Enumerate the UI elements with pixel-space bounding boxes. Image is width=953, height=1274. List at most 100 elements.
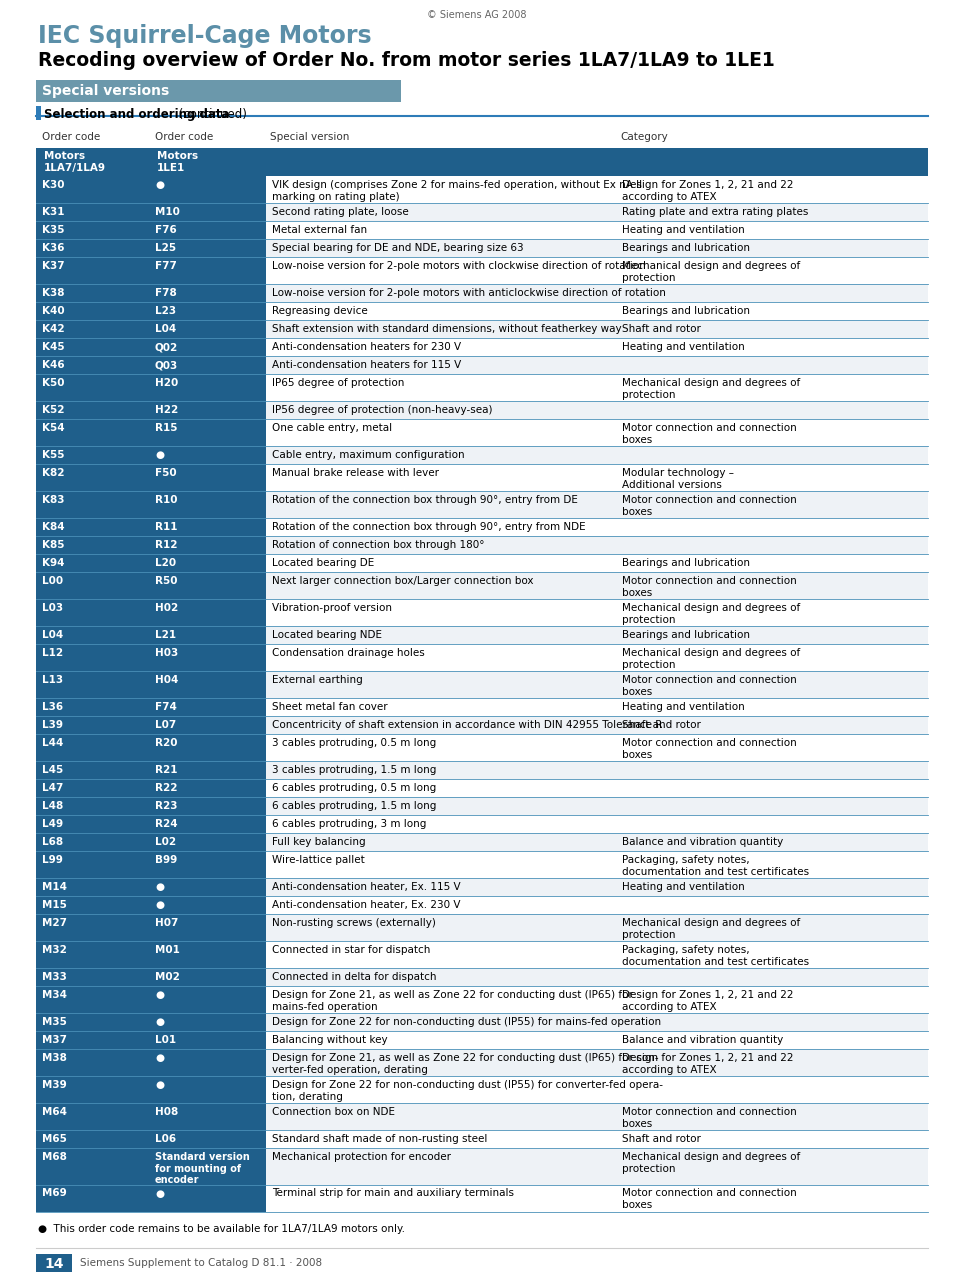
- Bar: [152, 833, 266, 851]
- Text: Next larger connection box/Larger connection box: Next larger connection box/Larger connec…: [272, 576, 533, 586]
- Bar: [152, 671, 266, 698]
- Bar: [152, 716, 266, 734]
- Text: M68: M68: [42, 1152, 67, 1162]
- Text: L23: L23: [154, 306, 176, 316]
- Text: L13: L13: [42, 675, 63, 685]
- Text: Motor connection and connection
boxes: Motor connection and connection boxes: [621, 496, 796, 516]
- Text: Balancing without key: Balancing without key: [272, 1034, 387, 1045]
- Text: Connected in delta for dispatch: Connected in delta for dispatch: [272, 972, 436, 982]
- Bar: [152, 815, 266, 833]
- Text: R20: R20: [154, 738, 177, 748]
- Bar: [152, 698, 266, 716]
- Bar: [152, 572, 266, 599]
- Bar: [36, 338, 152, 355]
- Text: © Siemens AG 2008: © Siemens AG 2008: [427, 10, 526, 20]
- Bar: [36, 536, 152, 554]
- Text: ●: ●: [154, 1080, 164, 1091]
- Bar: [36, 968, 152, 986]
- Text: L39: L39: [42, 720, 63, 730]
- Text: L25: L25: [154, 243, 176, 254]
- Bar: [152, 419, 266, 446]
- Bar: [36, 1049, 927, 1077]
- Bar: [152, 375, 266, 401]
- Text: Motor connection and connection
boxes: Motor connection and connection boxes: [621, 1107, 796, 1129]
- Text: 6 cables protruding, 1.5 m long: 6 cables protruding, 1.5 m long: [272, 801, 436, 812]
- Text: H04: H04: [154, 675, 178, 685]
- Text: ●: ●: [154, 1054, 164, 1063]
- Text: K94: K94: [42, 558, 65, 568]
- Text: K55: K55: [42, 450, 65, 460]
- Bar: [36, 401, 152, 419]
- Bar: [36, 1185, 152, 1212]
- Text: H20: H20: [154, 378, 178, 389]
- Bar: [36, 716, 927, 734]
- Text: Design for Zones 1, 2, 21 and 22
according to ATEX: Design for Zones 1, 2, 21 and 22 accordi…: [621, 990, 793, 1012]
- Bar: [36, 968, 927, 986]
- Text: Second rating plate, loose: Second rating plate, loose: [272, 206, 408, 217]
- Text: 14: 14: [44, 1257, 64, 1271]
- Text: Located bearing NDE: Located bearing NDE: [272, 631, 381, 640]
- Text: R23: R23: [154, 801, 177, 812]
- Bar: [36, 490, 927, 519]
- Text: M14: M14: [42, 882, 67, 892]
- Bar: [152, 626, 266, 643]
- Text: ●: ●: [154, 450, 164, 460]
- Bar: [36, 626, 927, 643]
- Text: Mechanical design and degrees of
protection: Mechanical design and degrees of protect…: [621, 378, 800, 400]
- Text: Shaft and rotor: Shaft and rotor: [621, 1134, 700, 1144]
- Text: L36: L36: [42, 702, 63, 712]
- Text: Siemens Supplement to Catalog D 81.1 · 2008: Siemens Supplement to Catalog D 81.1 · 2…: [80, 1257, 322, 1268]
- Text: Motor connection and connection
boxes: Motor connection and connection boxes: [621, 675, 796, 697]
- Text: L68: L68: [42, 837, 63, 847]
- Text: Anti-condensation heaters for 115 V: Anti-condensation heaters for 115 V: [272, 361, 460, 369]
- Text: Connected in star for dispatch: Connected in star for dispatch: [272, 945, 430, 956]
- Text: IP65 degree of protection: IP65 degree of protection: [272, 378, 404, 389]
- Text: K45: K45: [42, 341, 65, 352]
- Bar: [36, 626, 152, 643]
- Bar: [152, 778, 266, 798]
- Text: H08: H08: [154, 1107, 178, 1117]
- Text: L49: L49: [42, 819, 63, 829]
- Text: Motor connection and connection
boxes: Motor connection and connection boxes: [621, 1189, 796, 1210]
- Text: K30: K30: [42, 180, 65, 190]
- Bar: [152, 1130, 266, 1148]
- Bar: [36, 896, 152, 913]
- Text: M10: M10: [154, 206, 180, 217]
- Bar: [152, 1185, 266, 1212]
- Bar: [36, 1148, 152, 1185]
- Bar: [152, 220, 266, 240]
- Bar: [36, 1013, 152, 1031]
- Bar: [36, 572, 927, 599]
- Text: Motors
1LA7/1LA9: Motors 1LA7/1LA9: [44, 152, 106, 172]
- Bar: [36, 240, 152, 257]
- Bar: [36, 536, 927, 554]
- Text: One cable entry, metal: One cable entry, metal: [272, 423, 392, 433]
- Bar: [152, 536, 266, 554]
- Bar: [36, 446, 152, 464]
- Text: Packaging, safety notes,
documentation and test certificates: Packaging, safety notes, documentation a…: [621, 855, 808, 877]
- Text: Special bearing for DE and NDE, bearing size 63: Special bearing for DE and NDE, bearing …: [272, 243, 523, 254]
- Bar: [36, 257, 152, 284]
- Bar: [36, 419, 152, 446]
- Text: M02: M02: [154, 972, 180, 982]
- Text: F77: F77: [154, 261, 176, 271]
- Bar: [36, 355, 927, 375]
- Bar: [36, 671, 927, 698]
- Bar: [36, 878, 927, 896]
- Text: L06: L06: [154, 1134, 176, 1144]
- Bar: [36, 761, 927, 778]
- Text: Design for Zones 1, 2, 21 and 22
according to ATEX: Design for Zones 1, 2, 21 and 22 accordi…: [621, 180, 793, 201]
- Text: R11: R11: [154, 522, 177, 533]
- Text: L99: L99: [42, 855, 63, 865]
- Text: L03: L03: [42, 603, 63, 613]
- Bar: [36, 941, 152, 968]
- Text: K35: K35: [42, 225, 65, 234]
- Text: Motors
1LE1: Motors 1LE1: [157, 152, 198, 172]
- Text: H03: H03: [154, 648, 178, 657]
- Bar: [36, 1130, 152, 1148]
- Bar: [36, 464, 152, 490]
- Text: Mechanical design and degrees of
protection: Mechanical design and degrees of protect…: [621, 1152, 800, 1173]
- Text: Mechanical design and degrees of
protection: Mechanical design and degrees of protect…: [621, 603, 800, 624]
- Text: M01: M01: [154, 945, 180, 956]
- Bar: [36, 355, 152, 375]
